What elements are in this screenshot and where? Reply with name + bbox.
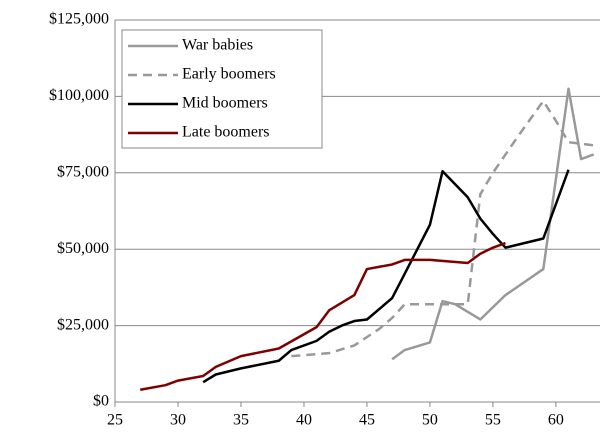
legend-label: Late boomers xyxy=(182,124,270,141)
legend-label: War babies xyxy=(182,37,253,54)
x-tick-label: 55 xyxy=(485,412,501,429)
y-tick-label: $100,000 xyxy=(49,87,109,104)
y-tick-label: $0 xyxy=(93,393,109,410)
y-tick-label: $25,000 xyxy=(57,316,109,333)
x-tick-label: 40 xyxy=(296,412,312,429)
legend-label: Mid boomers xyxy=(182,95,268,112)
x-tick-label: 35 xyxy=(233,412,249,429)
series-line xyxy=(139,241,506,392)
x-tick-label: 50 xyxy=(422,412,438,429)
y-tick-label: $50,000 xyxy=(57,240,109,257)
x-tick-label: 45 xyxy=(359,412,375,429)
y-tick-label: $75,000 xyxy=(57,163,109,180)
x-tick-label: 60 xyxy=(548,412,564,429)
legend-label: Early boomers xyxy=(182,66,276,83)
x-tick-label: 30 xyxy=(170,412,186,429)
series-line xyxy=(202,169,570,384)
series-line xyxy=(391,87,595,361)
y-tick-label: $125,000 xyxy=(49,11,109,28)
legend-box xyxy=(121,29,323,149)
x-tick-label: 25 xyxy=(107,412,123,429)
